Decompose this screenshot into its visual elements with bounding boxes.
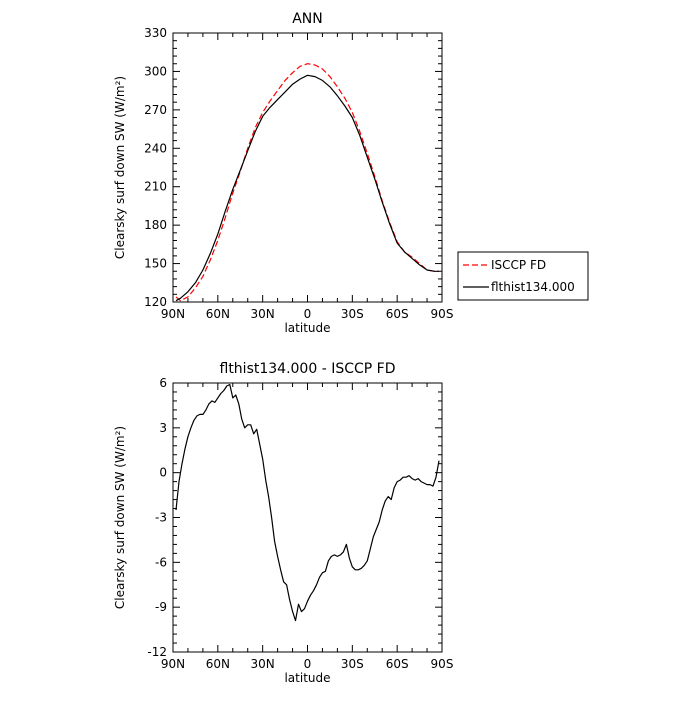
chart-1-y-tick-label: -3 (155, 511, 167, 525)
chart-1-y-axis-label: Clearsky surf down SW (W/m²) (113, 426, 127, 609)
chart-1-x-tick-label: 30S (341, 657, 364, 671)
chart-0-y-tick-label: 180 (144, 218, 167, 232)
chart-1-x-tick-label: 0 (304, 657, 312, 671)
chart-1-x-tick-label: 60N (206, 657, 230, 671)
chart-0-x-tick-label: 30N (251, 307, 275, 321)
chart-0-y-tick-label: 300 (144, 64, 167, 78)
chart-1-y-tick-label: -12 (147, 645, 167, 659)
chart-0-y-tick-label: 120 (144, 295, 167, 309)
chart-1-x-tick-label: 60S (386, 657, 409, 671)
chart-1-y-tick-label: -6 (155, 555, 167, 569)
chart-0-series-0-line (175, 63, 439, 302)
chart-0-y-tick-label: 270 (144, 103, 167, 117)
chart-1-title: flthist134.000 - ISCCP FD (220, 361, 396, 377)
chart-0-y-tick-label: 240 (144, 141, 167, 155)
chart-1-y-tick-label: -9 (155, 600, 167, 614)
chart-0-x-tick-label: 60N (206, 307, 230, 321)
chart-1-y-tick-label: 6 (159, 376, 167, 390)
chart-1-x-axis-label: latitude (284, 671, 330, 685)
legend-label-0: ISCCP FD (491, 258, 546, 272)
chart-0-y-tick-label: 150 (144, 257, 167, 271)
chart-0-y-tick-label: 210 (144, 180, 167, 194)
chart-1-y-tick-label: 3 (159, 421, 167, 435)
chart-0-x-tick-label: 90N (161, 307, 185, 321)
chart-0-x-tick-label: 0 (304, 307, 312, 321)
chart-0-plot-frame (172, 32, 443, 303)
chart-0-x-tick-label: 60S (386, 307, 409, 321)
chart-1-x-tick-label: 30N (251, 657, 275, 671)
chart-0-title: ANN (292, 11, 323, 27)
chart-1-y-tick-label: 0 (159, 466, 167, 480)
chart-1-plot-frame (172, 382, 443, 653)
chart-0-x-tick-label: 90S (431, 307, 454, 321)
legend-label-1: flthist134.000 (491, 280, 575, 294)
chart-0-x-tick-label: 30S (341, 307, 364, 321)
chart-1-x-tick-label: 90S (431, 657, 454, 671)
chart-0-y-axis-label: Clearsky surf down SW (W/m²) (113, 76, 127, 259)
chart-0-x-axis-label: latitude (284, 321, 330, 335)
chart-0-series-1-line (175, 74, 439, 302)
chart-1-x-tick-label: 90N (161, 657, 185, 671)
legend-box (457, 251, 589, 301)
chart-1-series-0-line (175, 383, 440, 622)
chart-0-y-tick-label: 330 (144, 26, 167, 40)
